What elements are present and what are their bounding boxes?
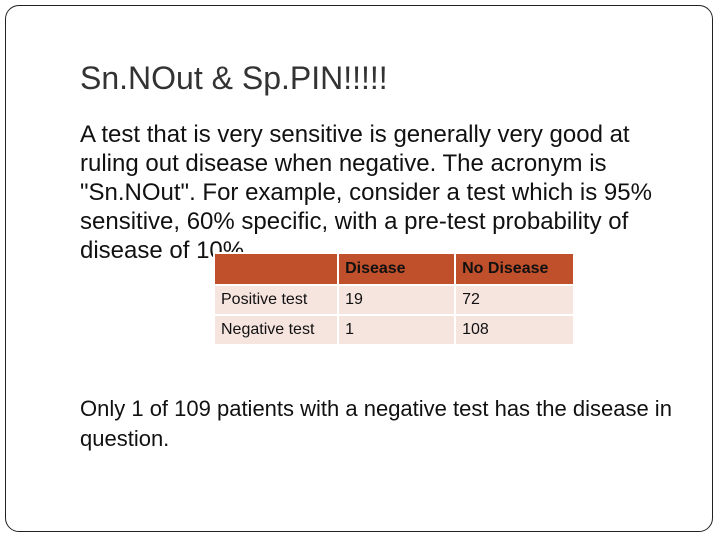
table-row: Negative test 1 108 <box>212 314 575 346</box>
table-header-row: Disease No Disease <box>212 252 575 286</box>
cell-positive-no-disease: 72 <box>454 284 575 316</box>
table-row: Positive test 19 72 <box>212 284 575 316</box>
conclusion-paragraph: Only 1 of 109 patients with a negative t… <box>80 396 672 451</box>
row-label-positive-test: Positive test <box>212 284 340 316</box>
slide-title: Sn.NOut & Sp.PIN!!!!! <box>80 60 388 96</box>
row-label-negative-test: Negative test <box>212 314 340 346</box>
header-cell-disease: Disease <box>337 252 457 286</box>
contingency-table-grid: Disease No Disease Positive test 19 72 N… <box>212 252 575 346</box>
header-cell-corner <box>212 252 340 286</box>
cell-negative-disease: 1 <box>337 314 457 346</box>
cell-negative-no-disease: 108 <box>454 314 575 346</box>
cell-positive-disease: 19 <box>337 284 457 316</box>
body-paragraph: A test that is very sensitive is general… <box>80 121 652 264</box>
contingency-table: Disease No Disease Positive test 19 72 N… <box>212 252 575 346</box>
header-cell-no-disease: No Disease <box>454 252 575 286</box>
